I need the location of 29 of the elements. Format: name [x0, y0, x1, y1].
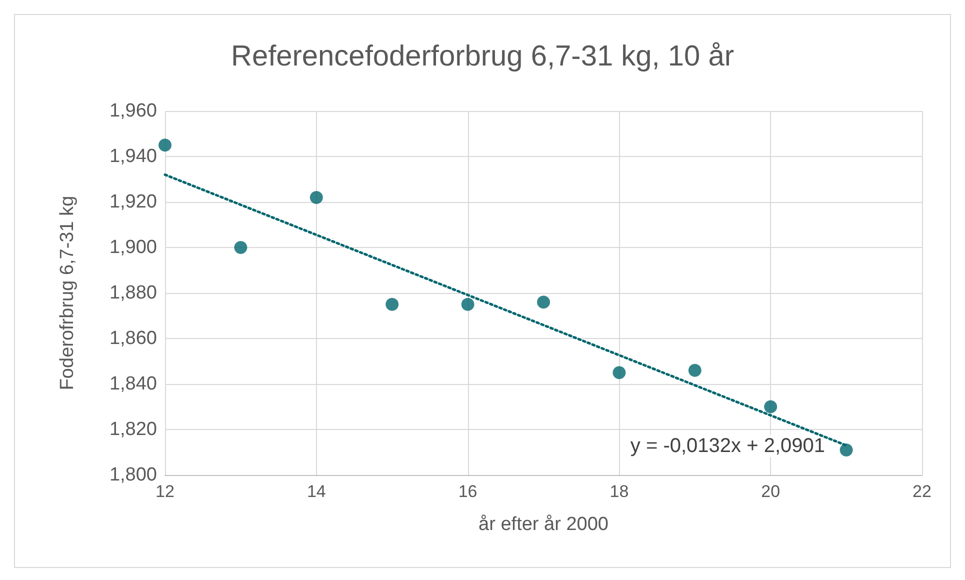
point: [688, 364, 702, 377]
point: [158, 138, 172, 152]
point: [764, 400, 778, 414]
annotation: y = -0,0132x + 2,0901: [630, 435, 826, 457]
y-axis-title: Foderofrbrug 6,7-31 kg: [57, 196, 78, 390]
y-tick-label: 1,800: [109, 464, 157, 486]
point: [310, 190, 323, 204]
y-tick-label: 1,840: [109, 374, 157, 394]
x-tick-label: 16: [458, 482, 478, 501]
point: [537, 296, 550, 309]
point: [386, 298, 399, 311]
point: [840, 443, 853, 456]
y-tick-label: 1,900: [109, 237, 157, 258]
x-tick-label: 18: [610, 482, 629, 501]
point: [234, 241, 248, 254]
x-axis-title: år efter år 2000: [478, 514, 608, 535]
y-tick-label: 1,880: [109, 282, 157, 304]
y-tick-label: 1,820: [109, 419, 157, 440]
y-tick-label: 1,860: [109, 328, 157, 349]
y-tick-label: 1,920: [109, 192, 157, 212]
y-tick-label: 1,960: [109, 100, 157, 122]
x-tick-label: 20: [761, 482, 780, 501]
x-tick-label: 22: [912, 482, 932, 501]
point: [612, 366, 626, 380]
x-tick-label: 14: [306, 482, 326, 501]
y-tick-label: 1,940: [109, 146, 157, 167]
x-tick-label: 12: [156, 482, 174, 501]
chart-title: Referencefoderforbrug 6,7-31 kg, 10 år: [231, 40, 734, 72]
point: [461, 298, 474, 311]
